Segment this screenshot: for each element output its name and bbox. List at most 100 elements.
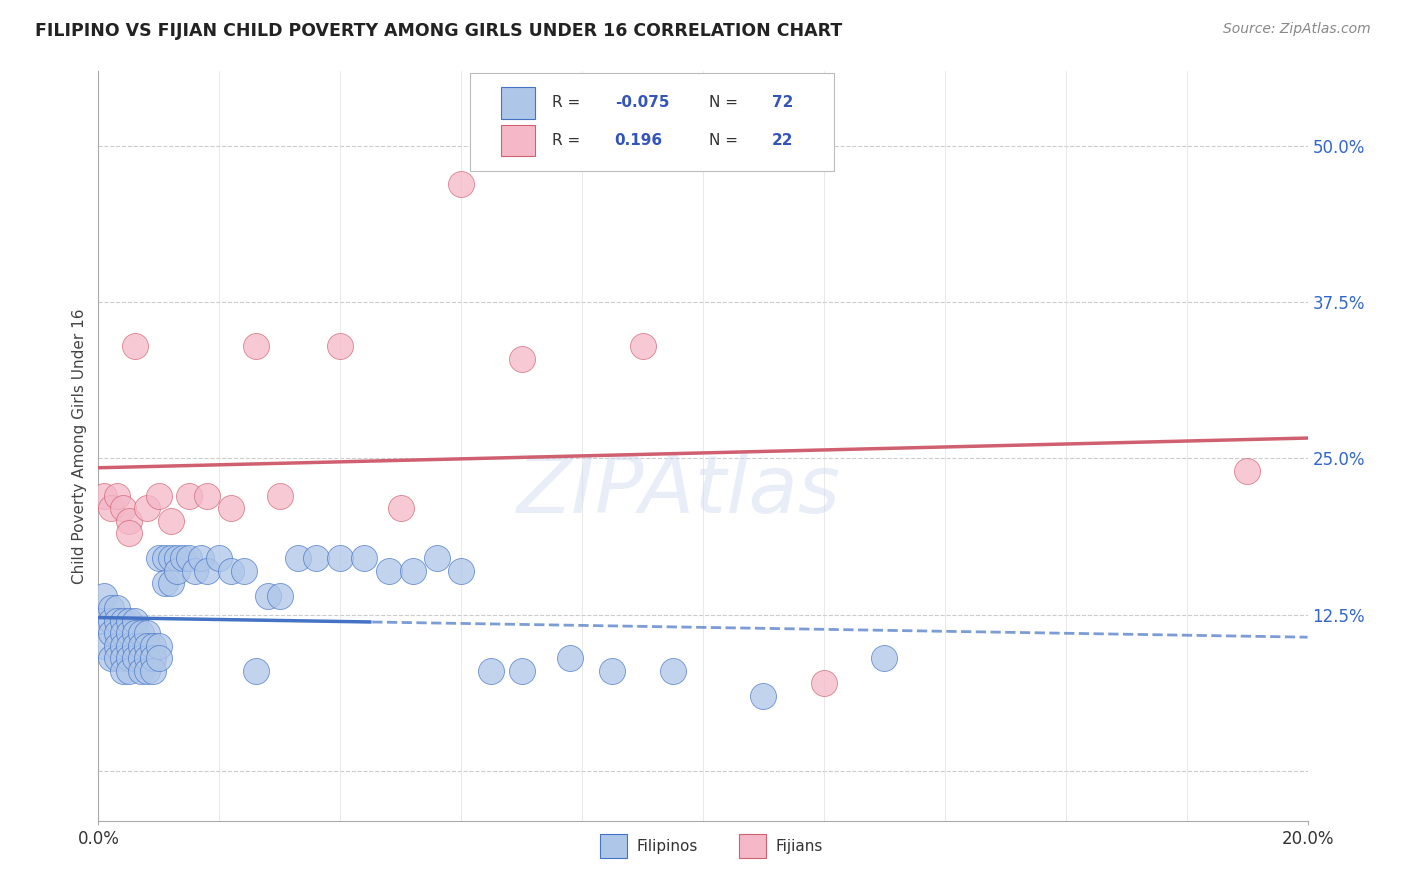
Text: FILIPINO VS FIJIAN CHILD POVERTY AMONG GIRLS UNDER 16 CORRELATION CHART: FILIPINO VS FIJIAN CHILD POVERTY AMONG G…	[35, 22, 842, 40]
Point	[100, 614, 122, 628]
Point	[245, 664, 267, 678]
Text: 22: 22	[772, 133, 793, 148]
Point	[124, 626, 146, 640]
Point	[118, 526, 141, 541]
Point	[118, 626, 141, 640]
Point	[153, 576, 176, 591]
Point	[105, 626, 128, 640]
Point	[402, 564, 425, 578]
FancyBboxPatch shape	[600, 834, 627, 858]
Point	[148, 551, 170, 566]
Point	[287, 551, 309, 566]
Point	[190, 551, 212, 566]
Point	[142, 651, 165, 665]
Point	[129, 651, 152, 665]
Point	[160, 514, 183, 528]
Point	[631, 339, 654, 353]
Point	[105, 489, 128, 503]
Point	[602, 664, 624, 678]
Point	[100, 601, 122, 615]
Point	[153, 551, 176, 566]
Point	[93, 489, 115, 503]
Point	[256, 589, 278, 603]
Point	[353, 551, 375, 566]
Point	[135, 501, 157, 516]
Point	[389, 501, 412, 516]
Point	[129, 639, 152, 653]
Point	[135, 626, 157, 640]
Point	[124, 339, 146, 353]
Text: Filipinos: Filipinos	[637, 838, 697, 854]
Point	[558, 651, 581, 665]
Point	[426, 551, 449, 566]
Y-axis label: Child Poverty Among Girls Under 16: Child Poverty Among Girls Under 16	[72, 309, 87, 583]
Text: Source: ZipAtlas.com: Source: ZipAtlas.com	[1223, 22, 1371, 37]
FancyBboxPatch shape	[501, 87, 534, 119]
Point	[166, 551, 188, 566]
Point	[221, 501, 243, 516]
Point	[179, 551, 201, 566]
Point	[232, 564, 254, 578]
Point	[184, 564, 207, 578]
Point	[329, 339, 352, 353]
Point	[510, 664, 533, 678]
Point	[105, 601, 128, 615]
Point	[873, 651, 896, 665]
Point	[135, 651, 157, 665]
Text: R =: R =	[551, 95, 585, 111]
Point	[160, 576, 183, 591]
Point	[118, 614, 141, 628]
Point	[111, 626, 134, 640]
FancyBboxPatch shape	[740, 834, 766, 858]
Point	[148, 651, 170, 665]
Point	[305, 551, 328, 566]
Text: R =: R =	[551, 133, 591, 148]
Point	[100, 501, 122, 516]
Point	[118, 639, 141, 653]
Point	[269, 589, 291, 603]
Point	[510, 351, 533, 366]
Point	[221, 564, 243, 578]
Point	[105, 639, 128, 653]
Point	[129, 664, 152, 678]
Point	[148, 639, 170, 653]
Text: N =: N =	[709, 95, 742, 111]
Point	[93, 639, 115, 653]
Point	[124, 614, 146, 628]
Point	[450, 564, 472, 578]
Text: Fijians: Fijians	[776, 838, 823, 854]
Point	[124, 639, 146, 653]
Point	[111, 664, 134, 678]
Point	[93, 589, 115, 603]
Point	[1236, 464, 1258, 478]
Point	[661, 664, 683, 678]
Point	[195, 564, 218, 578]
Point	[142, 664, 165, 678]
Point	[105, 651, 128, 665]
Text: 0.196: 0.196	[614, 133, 662, 148]
Point	[100, 626, 122, 640]
Point	[111, 501, 134, 516]
Point	[329, 551, 352, 566]
FancyBboxPatch shape	[501, 125, 534, 156]
Point	[450, 177, 472, 191]
Point	[172, 551, 194, 566]
Point	[481, 664, 503, 678]
Point	[105, 614, 128, 628]
Point	[135, 639, 157, 653]
Point	[118, 664, 141, 678]
Point	[269, 489, 291, 503]
Point	[377, 564, 399, 578]
Text: ZIPAtlas: ZIPAtlas	[517, 452, 841, 530]
Point	[208, 551, 231, 566]
Point	[111, 651, 134, 665]
Point	[142, 639, 165, 653]
Point	[179, 489, 201, 503]
Point	[148, 489, 170, 503]
Point	[111, 614, 134, 628]
Point	[166, 564, 188, 578]
Point	[111, 639, 134, 653]
Point	[195, 489, 218, 503]
Point	[93, 614, 115, 628]
Text: -0.075: -0.075	[614, 95, 669, 111]
